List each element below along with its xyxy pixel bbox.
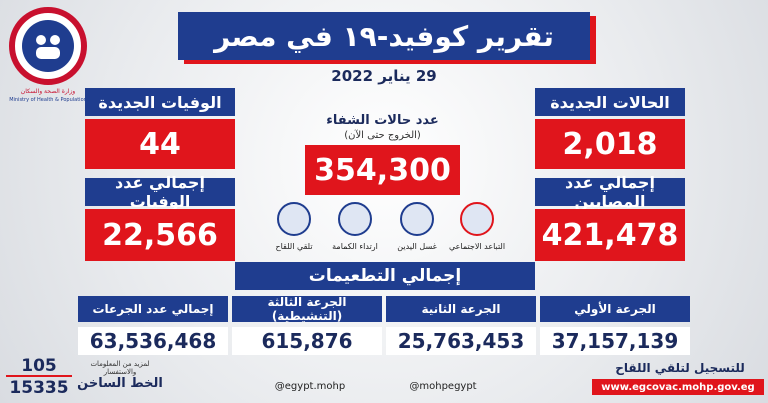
social-handle: @mohpegypt — [409, 380, 477, 392]
dose-label: الجرعة الأولي — [540, 296, 690, 322]
dose-value: 37,157,139 — [540, 327, 690, 355]
hotline-label: الخط الساخن — [77, 375, 163, 391]
precaution-caption: ارتداء الكمامة — [332, 241, 378, 251]
dose-label: الجرعة الثالثة (التنشيطية) — [232, 295, 382, 323]
dose-label: الجرعة الثانية — [386, 296, 536, 322]
register-label: للتسجيل لتلقي اللقاح — [615, 361, 745, 375]
total-deaths-value: 22,566 — [85, 209, 235, 261]
dose-label: إجمالي عدد الجرعات — [78, 296, 228, 322]
precaution-caption: التباعد الاجتماعي — [448, 241, 506, 251]
precaution-icon — [400, 202, 434, 236]
dose-value: 25,763,453 — [386, 327, 536, 355]
recovered-value: 354,300 — [305, 145, 460, 195]
precaution-caption: تلقي اللقاح — [275, 241, 313, 251]
recovered-sublabel: (الخروج حتى الآن) — [344, 129, 421, 141]
new-deaths-value: 44 — [85, 119, 235, 169]
hotline-number: 105 — [6, 356, 72, 377]
title: تقرير كوفيد-١٩ في مصر — [178, 12, 590, 60]
hotline-number: 15335 — [9, 378, 69, 398]
hotline-note: لمزيد من المعلومات والاستفسار — [90, 360, 150, 376]
logo-arabic: وزارة الصحة والسكان — [20, 87, 76, 95]
new-cases-label: الحالات الجديدة — [535, 88, 685, 116]
total-deaths-label: إجمالي عدد الوفيات — [85, 173, 235, 211]
dose-value: 63,536,468 — [78, 327, 228, 355]
date: 29 يناير 2022 — [331, 67, 437, 85]
new-cases-value: 2,018 — [535, 119, 685, 169]
vaccinations-title: إجمالي التطعيمات — [235, 262, 535, 290]
logo-english: Ministry of Health & Population — [9, 97, 87, 103]
total-cases-label: إجمالي عدد المصابين — [535, 173, 685, 211]
precaution-caption: غسل اليدين — [397, 241, 437, 251]
facebook-handle: @egypt.mohp — [274, 380, 346, 392]
logo-emblem — [9, 7, 87, 85]
dose-value: 615,876 — [232, 327, 382, 355]
total-cases-value: 421,478 — [535, 209, 685, 261]
new-deaths-label: الوفيات الجديدة — [85, 88, 235, 116]
recovered-label: عدد حالات الشفاء — [326, 112, 439, 128]
precaution-icon — [460, 202, 494, 236]
precaution-icon — [277, 202, 311, 236]
register-url: www.egcovac.mohp.gov.eg — [592, 379, 764, 395]
precaution-icon — [338, 202, 372, 236]
